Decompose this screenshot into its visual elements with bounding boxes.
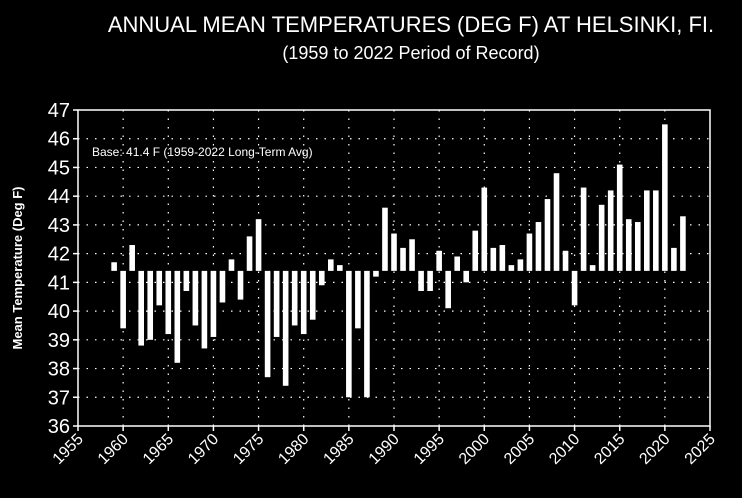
x-tick-label: 1995 [411, 431, 448, 468]
bar-1974 [246, 236, 253, 271]
bar-1988 [373, 270, 379, 277]
bar-2008 [553, 173, 560, 271]
x-tick-label: 1975 [230, 431, 267, 468]
bar-2020 [662, 124, 668, 271]
y-tick-label: 36 [48, 416, 70, 438]
y-tick-label: 42 [48, 244, 70, 266]
bar-1975 [255, 219, 262, 271]
bar-1997 [454, 256, 460, 271]
bar-1991 [400, 247, 406, 271]
bar-1968 [192, 270, 199, 326]
y-tick-label: 38 [48, 359, 70, 381]
bar-1967 [183, 270, 190, 291]
bar-1987 [364, 270, 370, 398]
bar-2000 [481, 187, 488, 271]
bar-1981 [309, 270, 316, 320]
bar-1962 [138, 270, 144, 346]
bar-2019 [653, 190, 659, 271]
bar-2022 [680, 216, 686, 271]
y-tick-label: 40 [48, 301, 70, 323]
bar-1998 [463, 270, 470, 283]
y-axis-label: Mean Temperature (Deg F) [10, 186, 25, 349]
bar-1984 [337, 265, 343, 271]
bar-1966 [174, 270, 181, 363]
bar-1985 [346, 270, 352, 398]
bar-2017 [634, 222, 641, 271]
bar-2006 [535, 222, 542, 271]
bar-1979 [291, 270, 298, 326]
x-tick-label: 1985 [320, 431, 357, 468]
bar-2002 [499, 245, 506, 271]
x-tick-label: 1970 [185, 431, 222, 468]
x-tick-label: 2005 [501, 431, 538, 468]
bar-1973 [237, 270, 244, 300]
x-tick-label: 2010 [546, 431, 583, 468]
bar-2014 [607, 190, 614, 271]
bar-1976 [264, 270, 271, 378]
y-tick-label: 43 [48, 215, 70, 237]
y-tick-label: 39 [48, 330, 70, 352]
x-tick-label: 1990 [366, 431, 403, 468]
x-tick-label: 2015 [591, 431, 628, 468]
bar-2018 [644, 190, 650, 271]
bar-1990 [391, 233, 397, 271]
bar-1999 [472, 230, 479, 271]
bar-2013 [598, 204, 605, 271]
x-tick-label: 2020 [636, 431, 673, 468]
bar-1980 [300, 270, 307, 335]
bar-1964 [156, 270, 163, 306]
bar-1960 [120, 270, 126, 329]
bar-1961 [129, 245, 135, 271]
bar-2004 [517, 259, 524, 271]
bar-1992 [409, 239, 415, 271]
bar-2007 [544, 199, 551, 271]
bar-2009 [562, 250, 569, 271]
bar-1971 [219, 270, 226, 303]
bar-2021 [671, 247, 677, 271]
x-tick-label: 2025 [682, 431, 719, 468]
bar-1982 [318, 270, 325, 286]
y-tick-label: 45 [48, 157, 70, 179]
y-tick-label: 37 [48, 387, 70, 409]
y-tick-label: 41 [48, 272, 70, 294]
x-tick-label: 1980 [275, 431, 312, 468]
bar-2011 [580, 187, 587, 271]
bar-2016 [625, 219, 632, 271]
base-annotation: Base: 41.4 F (1959-2022 Long-Term Avg) [92, 145, 313, 159]
y-tick-label: 46 [48, 129, 70, 151]
y-tick-label: 44 [48, 186, 70, 208]
x-tick-label: 1960 [95, 431, 132, 468]
bar-1965 [165, 270, 172, 335]
bar-2001 [490, 247, 497, 271]
bar-1970 [210, 270, 217, 337]
bar-1993 [418, 270, 424, 291]
bar-1959 [111, 262, 117, 271]
x-tick-label: 1965 [140, 431, 177, 468]
bar-1994 [427, 270, 433, 291]
bar-2010 [571, 270, 578, 306]
bar-1983 [328, 259, 334, 271]
bar-2003 [508, 265, 515, 271]
bar-2015 [616, 164, 623, 271]
bar-1977 [273, 270, 280, 337]
x-tick-label: 2000 [456, 431, 493, 468]
chart-subtitle: (1959 to 2022 Period of Record) [282, 43, 540, 63]
bars [111, 124, 686, 398]
bar-2012 [589, 265, 596, 271]
bar-1978 [282, 270, 289, 386]
chart-title: ANNUAL MEAN TEMPERATURES (DEG F) AT HELS… [107, 12, 715, 37]
y-tick-label: 47 [48, 100, 70, 122]
bar-1989 [382, 207, 388, 271]
bar-1986 [355, 270, 361, 329]
bar-1963 [147, 270, 154, 340]
bar-1996 [445, 270, 451, 309]
bar-1972 [228, 259, 235, 271]
bar-2005 [526, 233, 533, 271]
bar-1969 [201, 270, 208, 349]
bar-1995 [436, 250, 442, 271]
